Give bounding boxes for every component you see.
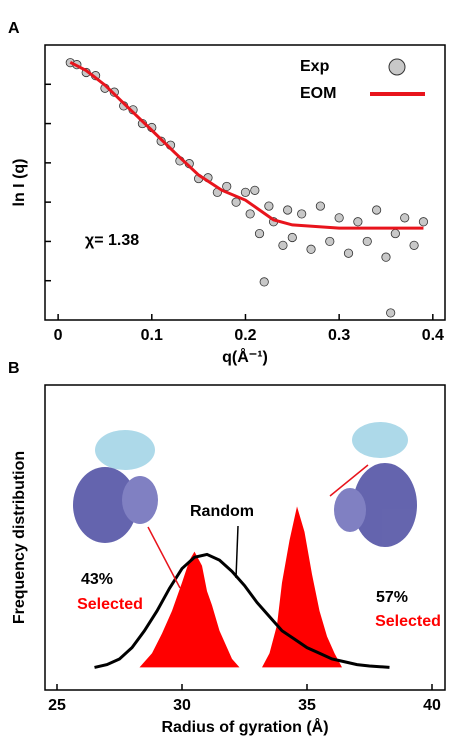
x-axis-label: Radius of gyration (Å) xyxy=(161,717,328,736)
plot-frame xyxy=(44,384,446,691)
data-point xyxy=(372,205,382,215)
line xyxy=(94,552,390,669)
annotation: χ= 1.38 xyxy=(85,232,139,249)
data-point xyxy=(231,197,241,207)
legend-label: EOM xyxy=(300,85,336,102)
data-point xyxy=(250,185,260,195)
x-tick-label: 30 xyxy=(173,697,191,714)
series-label: Selected xyxy=(77,596,143,613)
legend-marker xyxy=(388,58,406,76)
y-axis-label: Frequency distribution xyxy=(11,451,28,624)
series-label: Selected xyxy=(375,613,441,630)
panel-label: B xyxy=(8,360,20,377)
legend-label: Exp xyxy=(300,58,330,75)
data-point xyxy=(287,232,297,243)
x-tick-label: 0.3 xyxy=(328,327,350,344)
data-point xyxy=(418,217,429,227)
x-tick-label: 0.2 xyxy=(234,327,256,344)
data-point xyxy=(390,228,400,239)
x-tick-label: 40 xyxy=(423,697,441,714)
protein-left xyxy=(73,430,158,543)
annotation: 43% xyxy=(81,571,113,588)
x-axis-label: q(Å⁻¹) xyxy=(222,347,268,366)
data-point xyxy=(409,240,419,250)
data-point xyxy=(306,244,316,254)
x-tick-label: 0.1 xyxy=(141,327,163,344)
panel-label: A xyxy=(8,20,20,37)
data-point xyxy=(325,236,335,247)
area xyxy=(139,551,240,668)
data-point xyxy=(283,205,293,215)
data-point xyxy=(259,277,269,287)
data-point xyxy=(240,187,251,197)
data-point xyxy=(334,213,344,223)
x-tick-label: 35 xyxy=(298,697,316,714)
x-tick-label: 25 xyxy=(48,697,66,714)
data-point xyxy=(245,209,255,219)
data-point xyxy=(386,308,396,318)
annotation: 57% xyxy=(376,589,408,606)
pointer xyxy=(235,525,239,579)
series-label: Random xyxy=(190,503,254,520)
area xyxy=(262,506,342,668)
y-axis-label: ln I (q) xyxy=(11,159,28,207)
protein-right xyxy=(334,422,417,547)
pointer xyxy=(329,464,369,497)
pointer xyxy=(147,526,181,589)
x-tick-label: 0 xyxy=(54,327,63,344)
line xyxy=(69,60,424,230)
data-point xyxy=(362,236,372,247)
data-point xyxy=(264,201,274,211)
data-point xyxy=(254,228,265,239)
data-point xyxy=(381,252,391,262)
data-point xyxy=(222,181,232,192)
data-point xyxy=(297,209,307,219)
data-point xyxy=(343,248,354,258)
data-point xyxy=(278,240,288,250)
data-point xyxy=(400,213,410,223)
data-point xyxy=(315,201,326,211)
data-point xyxy=(353,217,363,227)
x-tick-label: 0.4 xyxy=(422,327,444,344)
